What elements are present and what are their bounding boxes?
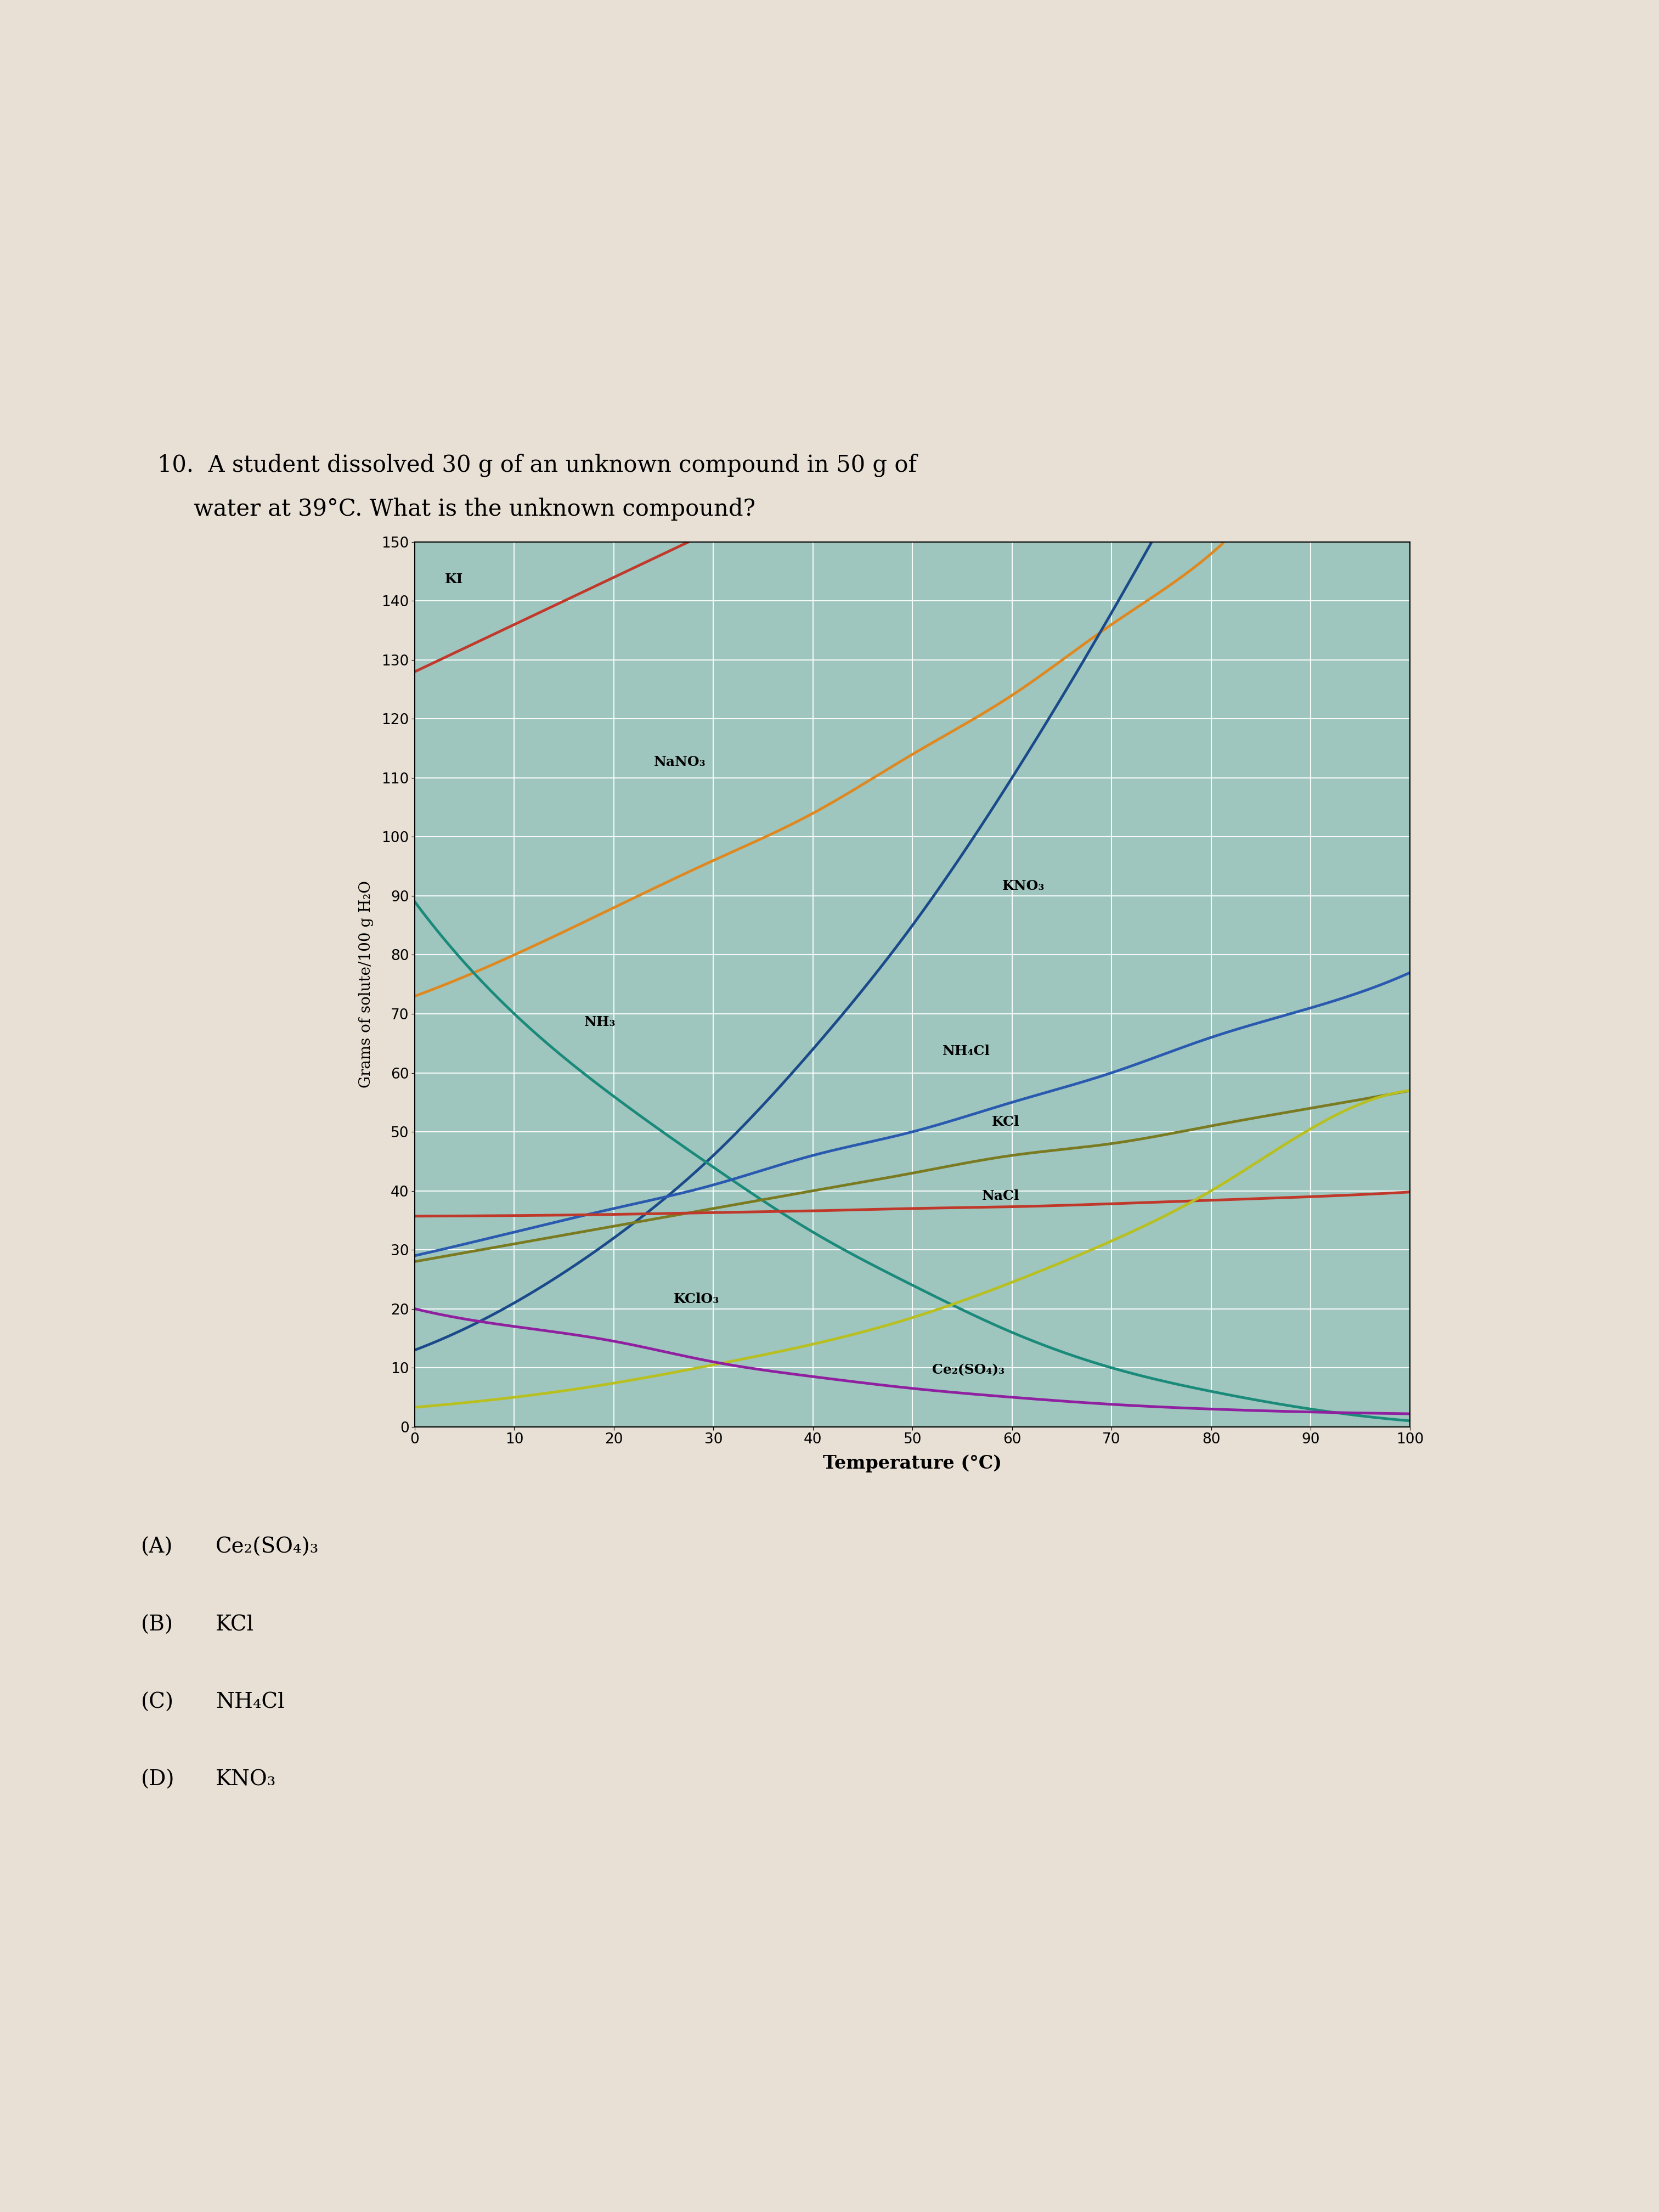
Y-axis label: Grams of solute/100 g H₂O: Grams of solute/100 g H₂O <box>358 880 373 1088</box>
Text: NH₃: NH₃ <box>584 1015 615 1029</box>
Text: NH₄Cl: NH₄Cl <box>216 1692 285 1712</box>
Text: KClO₃: KClO₃ <box>674 1292 720 1305</box>
Text: KI: KI <box>445 573 463 586</box>
Text: (A): (A) <box>141 1537 173 1557</box>
Text: NaCl: NaCl <box>982 1190 1020 1203</box>
Text: NaNO₃: NaNO₃ <box>654 757 705 770</box>
Text: KNO₃: KNO₃ <box>216 1770 275 1790</box>
Text: NH₄Cl: NH₄Cl <box>942 1044 990 1057</box>
Text: (B): (B) <box>141 1615 174 1635</box>
Text: 10.  A student dissolved 30 g of an unknown compound in 50 g of: 10. A student dissolved 30 g of an unkno… <box>158 453 917 478</box>
Text: (D): (D) <box>141 1770 174 1790</box>
Text: KCl: KCl <box>992 1115 1020 1128</box>
Text: KCl: KCl <box>216 1615 254 1635</box>
Text: water at 39°C. What is the unknown compound?: water at 39°C. What is the unknown compo… <box>158 498 755 520</box>
X-axis label: Temperature (°C): Temperature (°C) <box>823 1453 1002 1473</box>
Text: Ce₂(SO₄)₃: Ce₂(SO₄)₃ <box>932 1363 1005 1376</box>
Text: KNO₃: KNO₃ <box>1002 880 1045 894</box>
Text: Ce₂(SO₄)₃: Ce₂(SO₄)₃ <box>216 1537 319 1557</box>
Text: (C): (C) <box>141 1692 174 1712</box>
